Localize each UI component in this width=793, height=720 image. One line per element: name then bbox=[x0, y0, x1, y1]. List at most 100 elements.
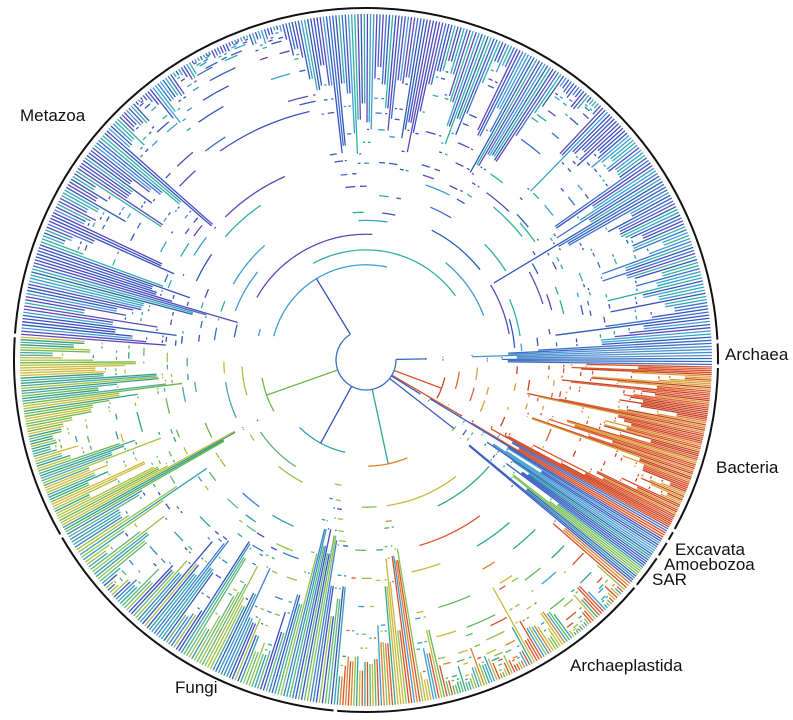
leaf-branch bbox=[23, 394, 120, 410]
internal-arc bbox=[136, 222, 142, 229]
internal-arc bbox=[586, 162, 591, 166]
internal-arc bbox=[482, 561, 496, 570]
internal-arc bbox=[171, 311, 175, 316]
internal-arc bbox=[527, 412, 530, 415]
internal-arc bbox=[162, 114, 168, 120]
internal-arc bbox=[165, 172, 171, 179]
internal-arc bbox=[173, 436, 177, 442]
internal-arc bbox=[572, 627, 577, 632]
internal-arc bbox=[156, 121, 170, 133]
leaf-branch bbox=[472, 348, 712, 358]
internal-arc bbox=[469, 387, 475, 402]
leaf-branch bbox=[662, 264, 700, 277]
leaf-branch bbox=[111, 579, 129, 596]
leaf-branch bbox=[684, 377, 712, 381]
internal-arc bbox=[338, 530, 344, 533]
internal-arc bbox=[66, 427, 69, 431]
leaf-branch bbox=[20, 346, 91, 351]
internal-arc bbox=[182, 117, 187, 122]
internal-arc bbox=[497, 450, 499, 453]
internal-arc bbox=[575, 628, 579, 632]
internal-arc bbox=[646, 248, 649, 252]
internal-arc bbox=[465, 673, 470, 677]
leaf-branch bbox=[576, 587, 602, 614]
leaf-branch bbox=[191, 60, 195, 64]
internal-arc bbox=[84, 245, 88, 251]
clade-stem-archaeplastida bbox=[371, 389, 389, 464]
leaf-branch bbox=[581, 368, 712, 376]
internal-arc bbox=[432, 94, 439, 98]
internal-arc bbox=[205, 61, 218, 70]
internal-arc bbox=[475, 367, 479, 381]
internal-arc bbox=[434, 168, 441, 172]
internal-arc bbox=[600, 276, 603, 280]
leaf-branch bbox=[519, 620, 543, 659]
leaf-branch bbox=[115, 579, 138, 600]
leaf-branch bbox=[64, 189, 100, 210]
internal-arc bbox=[329, 497, 333, 500]
leaf-branch bbox=[42, 437, 162, 484]
internal-arc bbox=[422, 174, 435, 180]
internal-arc bbox=[337, 518, 343, 521]
leaf-branch bbox=[99, 542, 147, 582]
internal-arc bbox=[567, 167, 572, 173]
leaf-branch bbox=[54, 494, 90, 513]
internal-arc bbox=[511, 577, 519, 583]
internal-arc bbox=[274, 596, 283, 601]
internal-arc bbox=[105, 460, 108, 464]
leaf-branch bbox=[559, 77, 567, 87]
leaf-branch bbox=[357, 14, 362, 120]
internal-arc bbox=[513, 383, 517, 391]
leaf-branch bbox=[607, 277, 703, 302]
internal-arc bbox=[228, 592, 232, 596]
clade-stem-amoebozoa bbox=[391, 375, 421, 395]
internal-arc bbox=[598, 174, 602, 178]
internal-arc bbox=[138, 581, 141, 585]
leaf-branch bbox=[527, 474, 649, 561]
leaf-branch bbox=[344, 14, 351, 94]
leaf-branch bbox=[549, 500, 641, 572]
leaf-branch bbox=[386, 586, 399, 705]
leaf-branch bbox=[498, 54, 530, 110]
internal-arc bbox=[99, 216, 103, 220]
internal-arc bbox=[558, 248, 562, 251]
leaf-branch bbox=[336, 676, 341, 705]
leaf-branch bbox=[154, 85, 176, 113]
leaf-branch bbox=[100, 137, 180, 205]
leaf-branch bbox=[266, 28, 271, 36]
internal-arc bbox=[165, 503, 171, 510]
leaf-branch bbox=[110, 125, 133, 146]
internal-arc bbox=[260, 622, 264, 625]
internal-arc bbox=[227, 498, 239, 509]
leaf-branch bbox=[476, 58, 538, 166]
internal-arc bbox=[572, 623, 579, 629]
leaf-branch bbox=[481, 40, 501, 84]
internal-arc bbox=[619, 479, 622, 482]
internal-arc bbox=[256, 233, 373, 298]
leaf-branch bbox=[387, 643, 394, 706]
leaf-branch bbox=[113, 581, 131, 598]
leaf-branch bbox=[642, 401, 709, 413]
internal-arc bbox=[516, 656, 520, 660]
leaf-branch bbox=[368, 14, 372, 123]
internal-arc bbox=[177, 107, 181, 111]
internal-arc bbox=[58, 439, 61, 442]
leaf-branch bbox=[576, 125, 622, 167]
internal-arc bbox=[215, 612, 219, 615]
internal-arc bbox=[649, 476, 653, 479]
leaf-branch bbox=[183, 557, 245, 655]
internal-arc bbox=[124, 447, 127, 450]
leaf-branch bbox=[121, 114, 135, 128]
leaf-branch bbox=[581, 599, 598, 618]
internal-arc bbox=[582, 113, 590, 120]
leaf-branch bbox=[503, 668, 508, 677]
leaf-branch bbox=[516, 663, 521, 671]
leaf-branch bbox=[126, 109, 142, 126]
leaf-branch bbox=[199, 55, 203, 61]
leaf-branch bbox=[196, 595, 235, 663]
leaf-branch bbox=[209, 605, 243, 670]
internal-arc bbox=[516, 213, 529, 228]
internal-arc bbox=[181, 386, 187, 403]
leaf-branch bbox=[611, 442, 695, 471]
internal-arc bbox=[577, 184, 583, 191]
